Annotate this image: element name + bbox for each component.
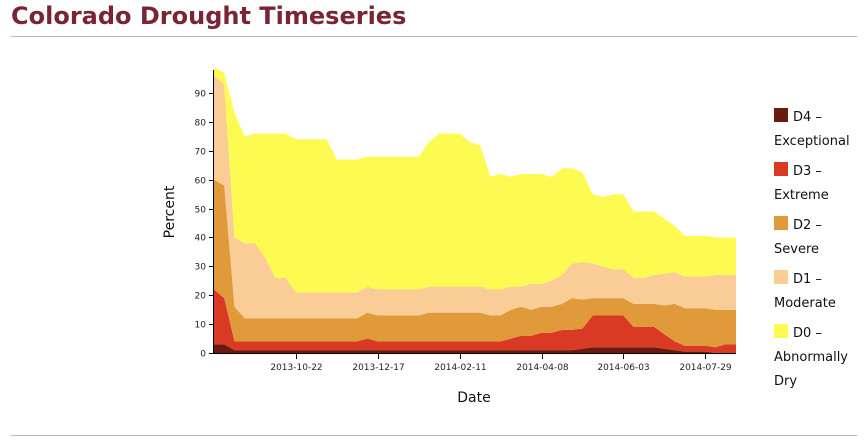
legend-item-d4: D4 – Exceptional (774, 106, 864, 154)
legend-item-d2: D2 – Severe (774, 214, 864, 262)
x-tick-label: 2014-02-11 (434, 363, 486, 373)
legend-swatch (774, 216, 788, 230)
header-divider (11, 36, 857, 37)
axes: 0 10 20 30 40 50 60 70 80 90 2013-10-22 2013-12-17 2… (195, 70, 736, 373)
legend-label: D2 – (793, 218, 822, 233)
y-tick-label: 50 (195, 206, 207, 216)
legend-label: D0 – (793, 326, 822, 341)
y-tick-label: 20 (195, 292, 207, 302)
y-tick-label: 80 (195, 119, 207, 129)
x-tick-label: 2014-07-29 (679, 363, 732, 373)
y-tick-label: 60 (195, 177, 207, 187)
y-tick-label: 10 (195, 321, 207, 331)
area-layers (214, 67, 736, 353)
legend-label: Dry (774, 374, 798, 389)
legend-label: D3 – (793, 164, 822, 179)
x-tick-label: 2014-04-08 (516, 363, 569, 373)
x-axis-title: Date (457, 390, 490, 406)
legend-swatch (774, 270, 788, 284)
area-series-d0 (214, 67, 736, 293)
footer-divider (11, 435, 857, 436)
y-axis-title: Percent (162, 185, 178, 238)
chart-legend: D4 – Exceptional D3 – Extreme D2 – Severe D1 –… (774, 106, 864, 400)
y-tick-label: 70 (195, 148, 207, 158)
area-series-d1 (214, 75, 736, 319)
legend-label: D4 – (793, 110, 822, 125)
legend-swatch (774, 162, 788, 176)
legend-label: Moderate (774, 296, 836, 311)
legend-label: Exceptional (774, 134, 850, 149)
legend-item-d0: D0 – Abnormally Dry (774, 322, 864, 394)
area-series-d4 (214, 344, 736, 353)
area-series-d2 (214, 179, 736, 348)
y-tick-label: 90 (195, 90, 207, 100)
x-tick-label: 2013-12-17 (352, 363, 404, 373)
legend-swatch (774, 108, 788, 122)
y-tick-label: 0 (200, 350, 206, 360)
x-tick-label: 2013-10-22 (270, 363, 322, 373)
legend-item-d3: D3 – Extreme (774, 160, 864, 208)
legend-item-d1: D1 – Moderate (774, 268, 864, 316)
legend-swatch (774, 324, 788, 338)
legend-label: Extreme (774, 188, 829, 203)
y-tick-label: 40 (195, 234, 207, 244)
legend-label: D1 – (793, 272, 822, 287)
y-tick-label: 30 (195, 263, 207, 273)
x-tick-label: 2014-06-03 (597, 363, 649, 373)
legend-label: Severe (774, 242, 819, 257)
page-title: Colorado Drought Timeseries (11, 2, 407, 30)
legend-label: Abnormally (774, 350, 849, 365)
area-series-d3 (214, 289, 736, 353)
